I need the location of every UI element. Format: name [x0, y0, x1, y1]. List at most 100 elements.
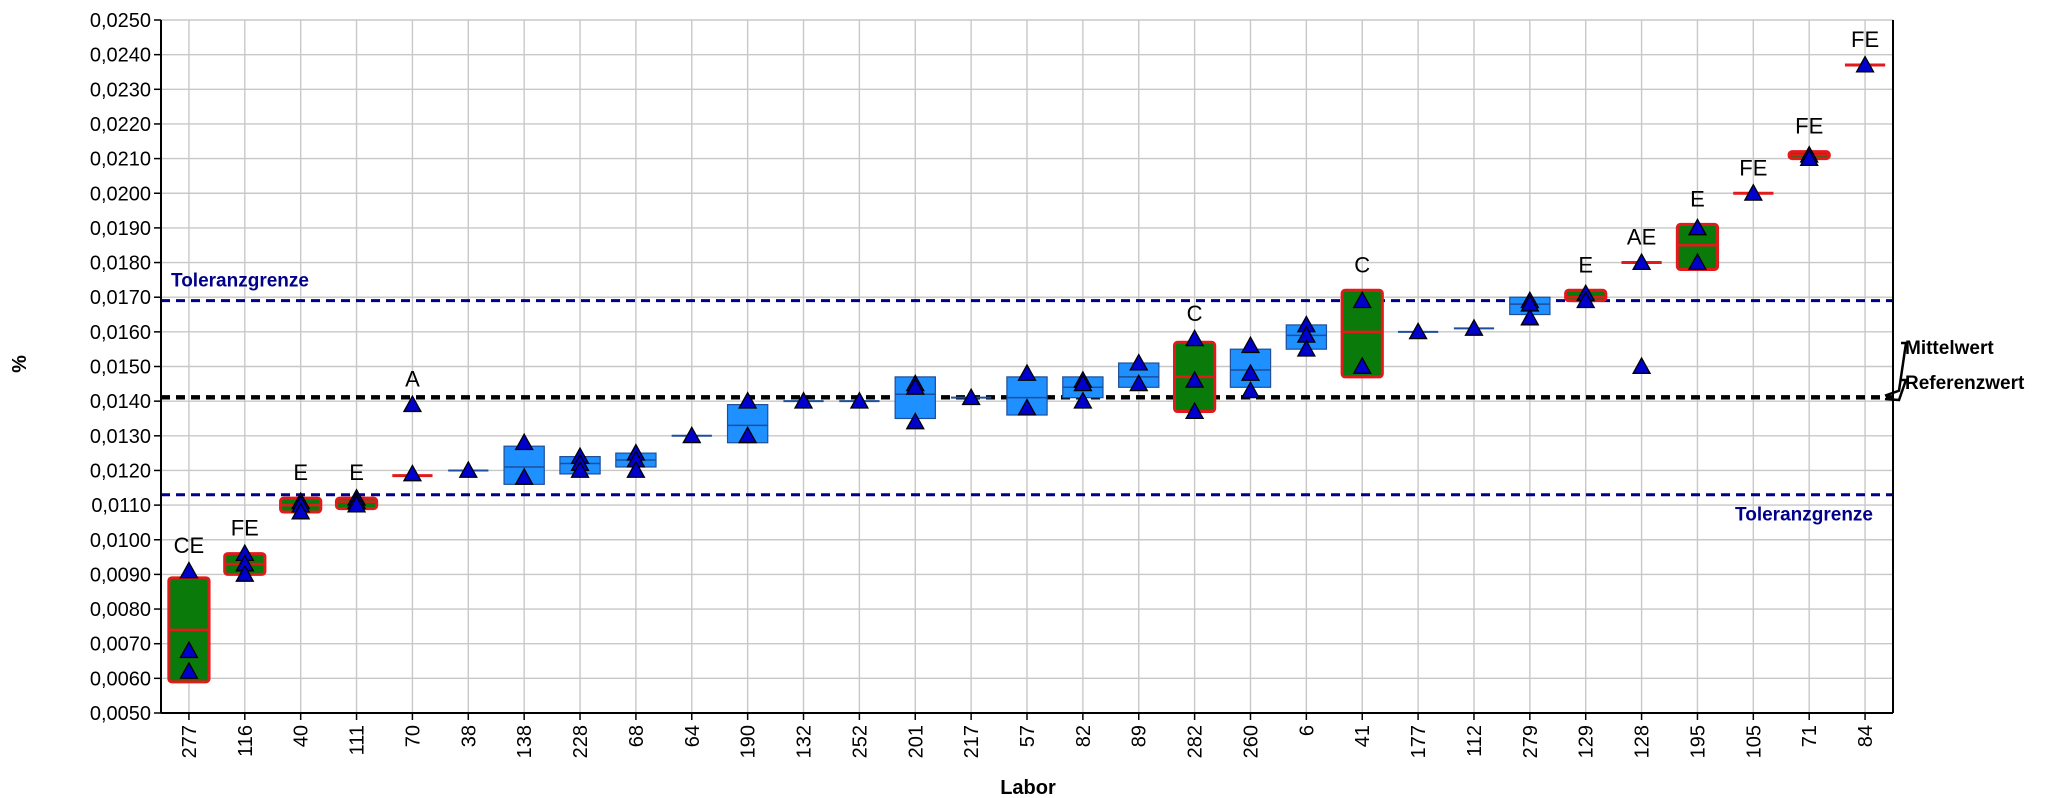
data-points	[179, 55, 1875, 679]
point-lab-111	[346, 495, 367, 513]
point-lab-282	[1185, 328, 1205, 347]
label-tol-upper: Toleranzgrenze	[171, 271, 309, 292]
y-tick-label: 0,0110	[91, 495, 151, 517]
point-lab-260	[1240, 380, 1261, 399]
reference-line-labels: Toleranzgrenze Toleranzgrenze Mittelwert Re…	[171, 271, 2025, 526]
flag-lab-111: E	[349, 460, 364, 485]
y-tick-label: 0,0060	[90, 668, 151, 690]
x-tick-label: 68	[626, 725, 648, 747]
y-tick-label: 0,0080	[90, 599, 151, 621]
point-lab-201	[905, 377, 925, 395]
leader-referenzwert	[1884, 378, 1908, 402]
point-lab-252	[849, 391, 869, 409]
point-lab-190	[738, 391, 758, 409]
point-lab-71	[1799, 148, 1819, 167]
y-axis-title: %	[9, 355, 31, 373]
x-tick-label: 38	[458, 725, 480, 747]
x-tick-label: 82	[1073, 725, 1095, 747]
y-tick-label: 0,0100	[90, 530, 151, 552]
x-tick-label: 177	[1408, 725, 1430, 758]
x-tick-label: 89	[1129, 725, 1151, 747]
point-lab-177	[1408, 322, 1428, 340]
x-tick-label: 201	[905, 725, 927, 758]
x-tick-label: 138	[514, 725, 536, 758]
point-lab-57	[1017, 363, 1037, 381]
point-lab-89	[1129, 353, 1149, 371]
y-tick-label: 0,0180	[90, 253, 151, 275]
point-lab-195	[1687, 218, 1708, 236]
x-tick-label: 112	[1464, 725, 1486, 757]
x-tick-label: 105	[1743, 725, 1765, 758]
flag-lab-70: A	[405, 367, 420, 392]
x-tick-label: 111	[347, 725, 369, 755]
point-lab-64	[682, 425, 702, 444]
axes	[154, 19, 1894, 720]
point-lab-68	[626, 460, 646, 478]
point-lab-260	[1240, 335, 1261, 354]
y-tick-label: 0,0170	[90, 287, 151, 309]
x-tick-label: 70	[402, 725, 424, 747]
point-lab-129	[1576, 290, 1596, 309]
point-lab-201	[905, 412, 925, 430]
y-tick-label: 0,0150	[90, 357, 151, 379]
x-tick-label: 279	[1520, 725, 1542, 758]
x-tick-label: 71	[1799, 725, 1821, 747]
point-lab-41	[1352, 356, 1372, 374]
y-tick-label: 0,0130	[90, 426, 151, 448]
point-lab-40	[291, 502, 311, 520]
point-lab-82	[1073, 373, 1093, 392]
point-lab-282	[1185, 401, 1205, 419]
flag-lab-277: CE	[174, 533, 205, 558]
box-lab-41	[1340, 288, 1384, 379]
x-tick-label: 228	[570, 725, 592, 758]
y-tick-label: 0,0090	[90, 564, 151, 586]
x-tick-label: 277	[179, 725, 201, 758]
flag-lab-41: C	[1354, 252, 1370, 277]
point-lab-116	[235, 564, 255, 582]
flag-lab-105: FE	[1739, 155, 1767, 180]
y-tick-label: 0,0210	[90, 149, 151, 171]
flag-lab-40: E	[293, 460, 308, 485]
point-lab-82	[1073, 391, 1093, 409]
point-lab-190	[738, 425, 758, 444]
y-tick-label: 0,0230	[90, 79, 151, 101]
x-tick-label: 190	[738, 725, 760, 758]
point-lab-260	[1240, 363, 1261, 381]
point-lab-70	[402, 464, 423, 482]
x-tick-label: 252	[849, 725, 871, 758]
y-tick-label: 0,0200	[90, 183, 151, 205]
y-tick-label: 0,0190	[90, 218, 151, 240]
x-tick-label: 260	[1240, 725, 1262, 758]
flag-lab-282: C	[1187, 301, 1203, 326]
flag-lab-71: FE	[1795, 114, 1823, 139]
point-lab-138	[514, 432, 534, 451]
x-tick-label: 128	[1632, 725, 1654, 758]
flag-lab-84: FE	[1851, 27, 1879, 52]
point-lab-132	[793, 391, 814, 409]
x-tick-label: 116	[235, 725, 257, 757]
x-tick-label: 129	[1576, 725, 1598, 758]
point-lab-279	[1520, 308, 1540, 326]
point-lab-217	[961, 387, 981, 406]
grid	[161, 19, 1893, 714]
y-tick-label: 0,0240	[90, 45, 151, 67]
x-tick-label: 6	[1296, 725, 1318, 736]
x-tick-label: 41	[1352, 725, 1374, 747]
x-tick-label: 132	[794, 725, 816, 758]
point-lab-195	[1687, 252, 1708, 271]
flag-lab-128: AE	[1627, 225, 1656, 250]
point-lab-277	[179, 561, 199, 579]
y-tick-label: 0,0070	[90, 634, 151, 656]
point-lab-57	[1017, 398, 1037, 416]
point-lab-105	[1743, 183, 1763, 201]
x-axis-title: Labor	[1000, 777, 1056, 798]
x-tick-label: 40	[291, 725, 313, 747]
point-lab-84	[1855, 55, 1875, 73]
label-referenzwert: Referenzwert	[1905, 373, 2025, 394]
label-mittelwert: Mittelwert	[1905, 338, 1994, 359]
point-lab-282	[1185, 370, 1205, 388]
y-tick-label: 0,0120	[90, 460, 151, 482]
point-lab-277	[179, 640, 199, 659]
